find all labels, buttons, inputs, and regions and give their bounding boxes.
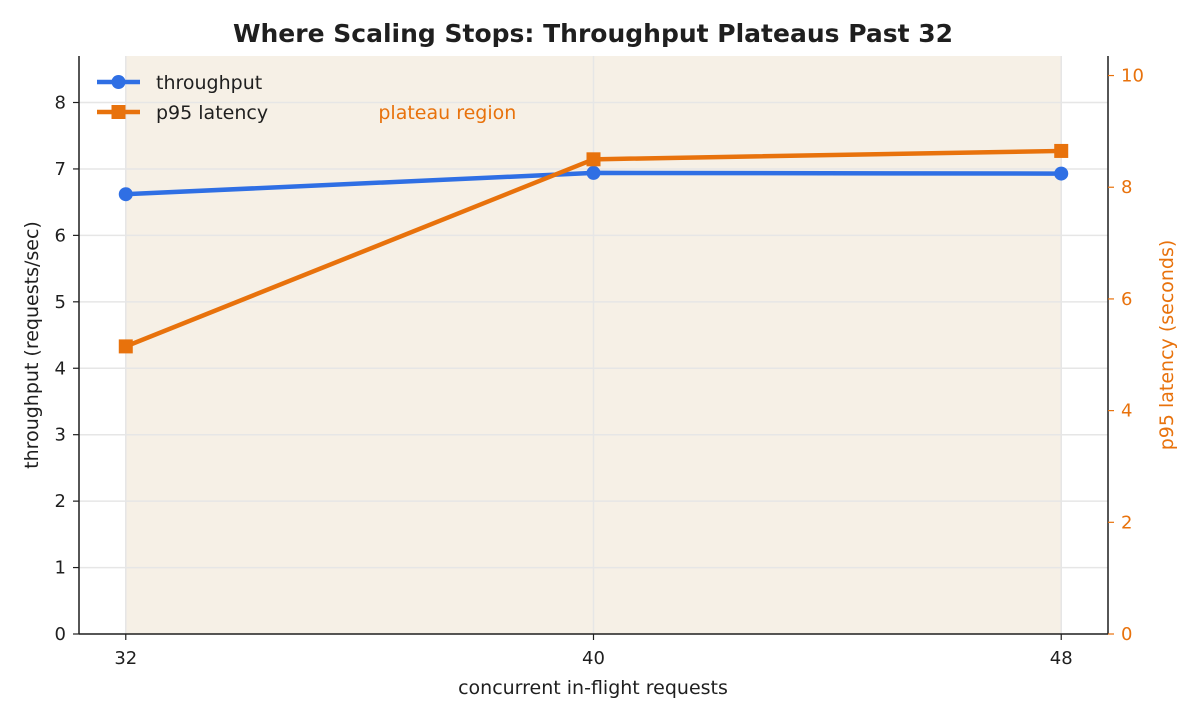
- y-tick-label: 6: [55, 225, 66, 246]
- x-axis-title: concurrent in-flight requests: [458, 677, 728, 699]
- y2-axis-title: p95 latency (seconds): [1156, 240, 1178, 451]
- y2-tick-label: 4: [1121, 401, 1132, 422]
- x-tick-label: 32: [114, 648, 137, 669]
- throughput-point: [118, 187, 133, 202]
- y-tick-label: 1: [55, 558, 66, 579]
- y2-tick-label: 10: [1121, 66, 1144, 87]
- x-tick-label: 40: [582, 648, 605, 669]
- y-tick-label: 4: [55, 358, 66, 379]
- y2-tick-label: 8: [1121, 177, 1132, 198]
- y-axis-title: throughput (requests/sec): [21, 221, 43, 469]
- y-tick-label: 3: [55, 425, 66, 446]
- y2-tick-label: 0: [1121, 624, 1132, 645]
- x-tick-label: 48: [1050, 648, 1073, 669]
- legend-p95-latency-marker: [111, 105, 126, 119]
- legend-throughput-label: throughput: [156, 72, 262, 94]
- y-tick-label: 8: [55, 93, 66, 114]
- throughput-point: [586, 165, 601, 180]
- p95-latency-point: [1054, 143, 1069, 158]
- chart-title: Where Scaling Stops: Throughput Plateaus…: [233, 19, 953, 48]
- legend-p95-latency-label: p95 latency: [156, 102, 268, 124]
- legend-throughput-marker: [111, 75, 126, 89]
- p95-latency-point: [118, 339, 133, 354]
- throughput-point: [1054, 166, 1069, 181]
- y-tick-label: 7: [55, 159, 66, 180]
- y-tick-label: 5: [55, 292, 66, 313]
- y2-tick-label: 6: [1121, 289, 1132, 310]
- y2-tick-label: 2: [1121, 512, 1132, 533]
- p95-latency-point: [586, 152, 601, 167]
- plateau-annotation: plateau region: [378, 102, 516, 124]
- y-tick-label: 0: [55, 624, 66, 645]
- y-tick-label: 2: [55, 491, 66, 512]
- plot-area: 0 1 2 3 4 5 6 7 8 0 2 4 6 8 10 32 40 48 plateau region thro…: [55, 56, 1144, 669]
